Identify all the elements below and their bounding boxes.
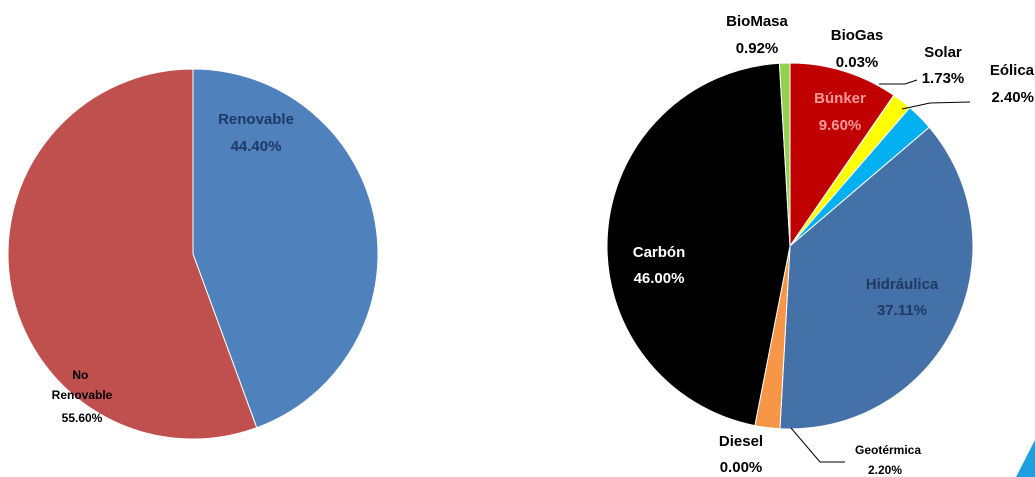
pie2-label-biomasa-value: 0.92%: [736, 40, 779, 57]
pie2-label-diesel-name: Diesel: [719, 433, 763, 450]
pie2-label-bunker-name: Búnker: [814, 90, 866, 107]
pie2-label-solar-name: Solar: [924, 44, 962, 61]
pie1-label-renovable-value: 44.40%: [231, 138, 282, 155]
pie1-slice-renovable: [192, 68, 379, 429]
leader-line-geotermica: [790, 427, 845, 463]
pie1-label-norenovable-value: 55.60%: [62, 411, 103, 425]
pie2-label-carbon-value: 46.00%: [634, 270, 685, 287]
pie2-label-hidraulica-name: Hidráulica: [866, 276, 939, 293]
pie2-slices: [606, 62, 974, 430]
pie2-slice-carbon: [606, 62, 791, 427]
leader-line-eolica: [901, 101, 971, 110]
corner-triangle-mark: [1016, 440, 1035, 477]
pie2-label-carbon-name: Carbón: [633, 244, 686, 261]
pie1-label-renovable-name: Renovable: [218, 111, 294, 128]
pie2-slice-hidraulica: [779, 126, 974, 430]
pie1-slices: [7, 68, 379, 440]
pie2-label-bunker-value: 9.60%: [819, 117, 862, 134]
pie2-slice-biomasa: [778, 62, 791, 247]
pie2-label-geotermica-name: Geotérmica: [855, 443, 921, 457]
pie2-label-geotermica-value: 2.20%: [868, 463, 902, 477]
pie1-slice-no-renovable: [7, 68, 258, 440]
pie2-label-biogas-name: BioGas: [831, 27, 884, 44]
pie2-slice-bunker: [789, 62, 895, 248]
leader-line-solar: [879, 79, 918, 85]
pie-chart-renewable: Renovable 44.40% No Renovable 55.60%: [7, 68, 379, 440]
pie2-label-biogas-value: 0.03%: [836, 54, 879, 71]
pie2-label-biomasa-name: BioMasa: [726, 13, 788, 30]
pie1-label-norenovable-name: No Renovable: [52, 368, 113, 402]
pie2-label-hidraulica-value: 37.11%: [877, 302, 927, 319]
pie2-label-diesel-value: 0.00%: [720, 459, 763, 476]
pie2-label-solar-value: 1.73%: [922, 70, 965, 87]
pie2-label-eolica-value: 2.40%: [991, 89, 1034, 106]
pie-chart-sources: BioMasa 0.92% BioGas 0.03% Solar 1.73% E…: [606, 13, 1035, 477]
pie2-label-eolica-name: Eólica: [990, 62, 1035, 79]
